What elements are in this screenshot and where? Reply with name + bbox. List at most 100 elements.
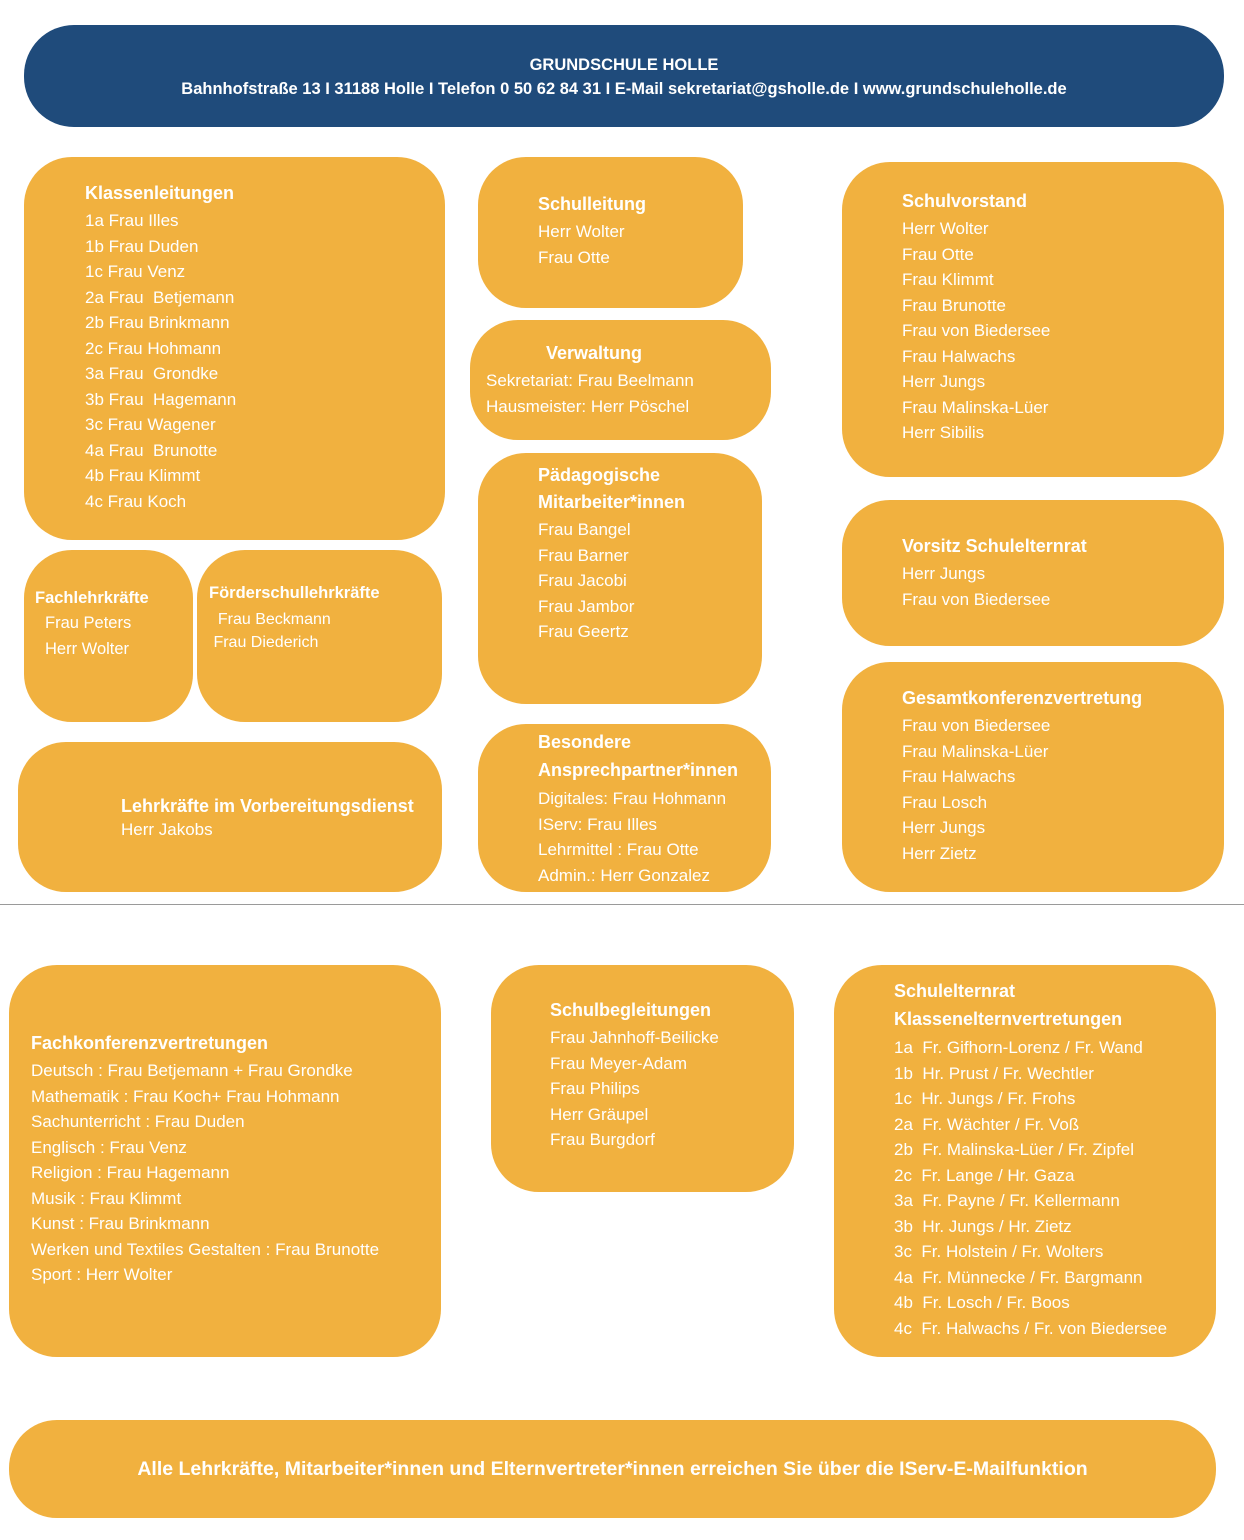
list-item: 4c Fr. Halwachs / Fr. von Biedersee bbox=[894, 1318, 1168, 1338]
list-item: Mathematik : Frau Koch+ Frau Hohmann bbox=[31, 1086, 340, 1106]
box-title: Schulleitung bbox=[538, 194, 646, 214]
list-item: 3b Hr. Jungs / Hr. Zietz bbox=[894, 1216, 1072, 1236]
besondere-box: Besondere Ansprechpartner*innen Digitales:… bbox=[478, 724, 771, 892]
list-item: Frau Jahnhoff-Beilicke bbox=[550, 1028, 719, 1047]
box-title: Fachlehrkräfte bbox=[35, 589, 149, 607]
list-item: 1a Frau Illes bbox=[85, 211, 179, 230]
box-title: Schulelternrat bbox=[894, 981, 1016, 1001]
list-item: 2c Frau Hohmann bbox=[85, 338, 222, 358]
paed-box: Pädagogische Mitarbeiter*innen Frau Bangel… bbox=[478, 453, 762, 704]
list-item: Frau Jacobi bbox=[538, 571, 627, 590]
list-item: 2a Frau Betjemann bbox=[85, 287, 235, 307]
list-item: Frau Geertz bbox=[538, 622, 629, 641]
list-item: Frau Halwachs bbox=[902, 767, 1016, 786]
list-item: 1c Hr. Jungs / Fr. Frohs bbox=[894, 1089, 1076, 1108]
school-name: GRUNDSCHULE HOLLE bbox=[529, 56, 719, 74]
list-item: Herr Gräupel bbox=[550, 1104, 649, 1124]
list-item: Frau Burgdorf bbox=[550, 1130, 655, 1149]
list-item: 2a Fr. Wächter / Fr. Voß bbox=[894, 1114, 1080, 1134]
list-item: 1b Frau Duden bbox=[85, 236, 199, 256]
list-item: 3c Frau Wagener bbox=[85, 415, 216, 434]
fach-box: Fachlehrkräfte Frau Peters Herr Wolter bbox=[24, 550, 193, 722]
vorbereitung-box: Lehrkräfte im Vorbereitungsdienst Herr Ja… bbox=[18, 742, 442, 892]
list-item: Frau Klimmt bbox=[902, 270, 994, 289]
list-item: Frau Beckmann bbox=[209, 611, 331, 628]
box-title: Förderschullehrkräfte bbox=[209, 584, 380, 602]
list-item: 4b Frau Klimmt bbox=[85, 466, 201, 485]
list-item: Frau Peters bbox=[45, 614, 132, 632]
list-item: Frau Malinska-Lüer bbox=[902, 741, 1049, 761]
box-title: Schulvorstand bbox=[902, 191, 1028, 211]
box-title: Klassenelternvertretungen bbox=[894, 1009, 1123, 1029]
list-item: 2c Fr. Lange / Hr. Gaza bbox=[894, 1165, 1075, 1185]
list-item: Herr Jungs bbox=[902, 372, 986, 391]
fachkonf-box: Fachkonferenzvertretungen Deutsch : Frau … bbox=[9, 965, 441, 1357]
list-item: Musik : Frau Klimmt bbox=[31, 1188, 182, 1208]
list-item: Frau Philips bbox=[550, 1079, 640, 1098]
list-item: Sekretariat: Frau Beelmann bbox=[486, 371, 694, 390]
school-contact: Bahnhofstraße 13 I 31188 Holle I Telefon… bbox=[181, 80, 1067, 98]
list-item: Frau Otte bbox=[538, 247, 610, 267]
box-title: Vorsitz Schulelternrat bbox=[902, 536, 1087, 556]
klassen-box: Klassenleitungen 1a Frau Illes 1b Frau Dud… bbox=[24, 157, 445, 540]
list-item: Frau von Biedersee bbox=[902, 589, 1051, 609]
list-item: Frau Halwachs bbox=[902, 346, 1016, 366]
list-item: Admin.: Herr Gonzalez bbox=[538, 865, 710, 885]
list-item: Lehrmittel : Frau Otte bbox=[538, 840, 699, 859]
list-item: Deutsch : Frau Betjemann + Frau Grondke bbox=[31, 1061, 353, 1080]
list-item: IServ: Frau Illes bbox=[538, 814, 658, 834]
list-item: Hausmeister: Herr Pöschel bbox=[486, 396, 690, 416]
list-item: Sport : Herr Wolter bbox=[31, 1265, 173, 1284]
box-title: Klassenleitungen bbox=[85, 183, 235, 203]
list-item: 3a Frau Grondke bbox=[85, 364, 219, 383]
schulbegl-box: Schulbegleitungen Frau Jahnhoff-Beilicke F… bbox=[491, 965, 794, 1192]
vorsitz-box: Vorsitz Schulelternrat Herr Jungs Frau von… bbox=[842, 500, 1224, 646]
list-item: Frau Losch bbox=[902, 792, 988, 812]
schulvorstand-box: Schulvorstand Herr Wolter Frau Otte Frau Kl… bbox=[842, 162, 1224, 477]
list-item: 1c Frau Venz bbox=[85, 262, 186, 281]
schulleitung-box: Schulleitung Herr Wolter Frau Otte bbox=[478, 157, 743, 308]
list-item: 2b Fr. Malinska-Lüer / Fr. Zipfel bbox=[894, 1140, 1134, 1159]
list-item: Herr Jungs bbox=[902, 564, 986, 583]
list-item: Sachunterricht : Frau Duden bbox=[31, 1112, 245, 1131]
list-item: 4a Frau Brunotte bbox=[85, 440, 218, 460]
list-item: Herr Jungs bbox=[902, 818, 986, 837]
list-item: 2b Frau Brinkmann bbox=[85, 313, 230, 332]
list-item: 3b Frau Hagemann bbox=[85, 389, 237, 409]
list-item: 1b Hr. Prust / Fr. Wechtler bbox=[894, 1063, 1094, 1083]
footer-text: Alle Lehrkräfte, Mitarbeiter*innen und E… bbox=[137, 1458, 1088, 1480]
list-item: Herr Wolter bbox=[902, 219, 989, 238]
box-title: Mitarbeiter*innen bbox=[538, 492, 686, 512]
list-item: Frau von Biedersee bbox=[902, 321, 1051, 340]
box-title: Pädagogische bbox=[538, 465, 661, 485]
list-item: Frau Jambor bbox=[538, 596, 635, 616]
list-item: 4a Fr. Münnecke / Fr. Bargmann bbox=[894, 1267, 1143, 1287]
list-item: Werken und Textiles Gestalten : Frau Bru… bbox=[31, 1239, 380, 1259]
list-item: 4b Fr. Losch / Fr. Boos bbox=[894, 1293, 1070, 1312]
list-item: Frau Bangel bbox=[538, 520, 631, 539]
list-item: 3c Fr. Holstein / Fr. Wolters bbox=[894, 1242, 1104, 1261]
list-item: Frau Meyer-Adam bbox=[550, 1053, 687, 1073]
list-item: Frau Malinska-Lüer bbox=[902, 397, 1049, 417]
box-title: Schulbegleitungen bbox=[550, 1000, 712, 1020]
foerder-box: Förderschullehrkräfte Frau Beckmann Frau… bbox=[197, 550, 442, 722]
footer-note: Alle Lehrkräfte, Mitarbeiter*innen und E… bbox=[9, 1420, 1216, 1518]
box-title: Fachkonferenzvertretungen bbox=[31, 1033, 269, 1053]
list-item: Kunst : Frau Brinkmann bbox=[31, 1214, 210, 1233]
list-item: Frau Otte bbox=[902, 244, 974, 264]
verwaltung-box: Verwaltung Sekretariat: Frau Beelmann Haus… bbox=[470, 320, 771, 440]
list-item: Herr Sibilis bbox=[902, 423, 985, 442]
box-title: Lehrkräfte im Vorbereitungsdienst bbox=[121, 796, 414, 816]
box-title: Besondere bbox=[538, 732, 632, 752]
list-item: Frau Diederich bbox=[209, 634, 319, 651]
list-item: Herr Jakobs bbox=[121, 820, 213, 839]
school-header: GRUNDSCHULE HOLLE Bahnhofstraße 13 I 311… bbox=[24, 25, 1224, 127]
list-item: Religion : Frau Hagemann bbox=[31, 1163, 230, 1182]
list-item: 1a Fr. Gifhorn-Lorenz / Fr. Wand bbox=[894, 1038, 1143, 1057]
divider bbox=[0, 904, 1244, 905]
list-item: Englisch : Frau Venz bbox=[31, 1137, 187, 1157]
box-title: Ansprechpartner*innen bbox=[538, 760, 739, 780]
box-title: Verwaltung bbox=[546, 343, 643, 363]
list-item: 3a Fr. Payne / Fr. Kellermann bbox=[894, 1191, 1120, 1210]
list-item: Herr Zietz bbox=[902, 843, 977, 863]
